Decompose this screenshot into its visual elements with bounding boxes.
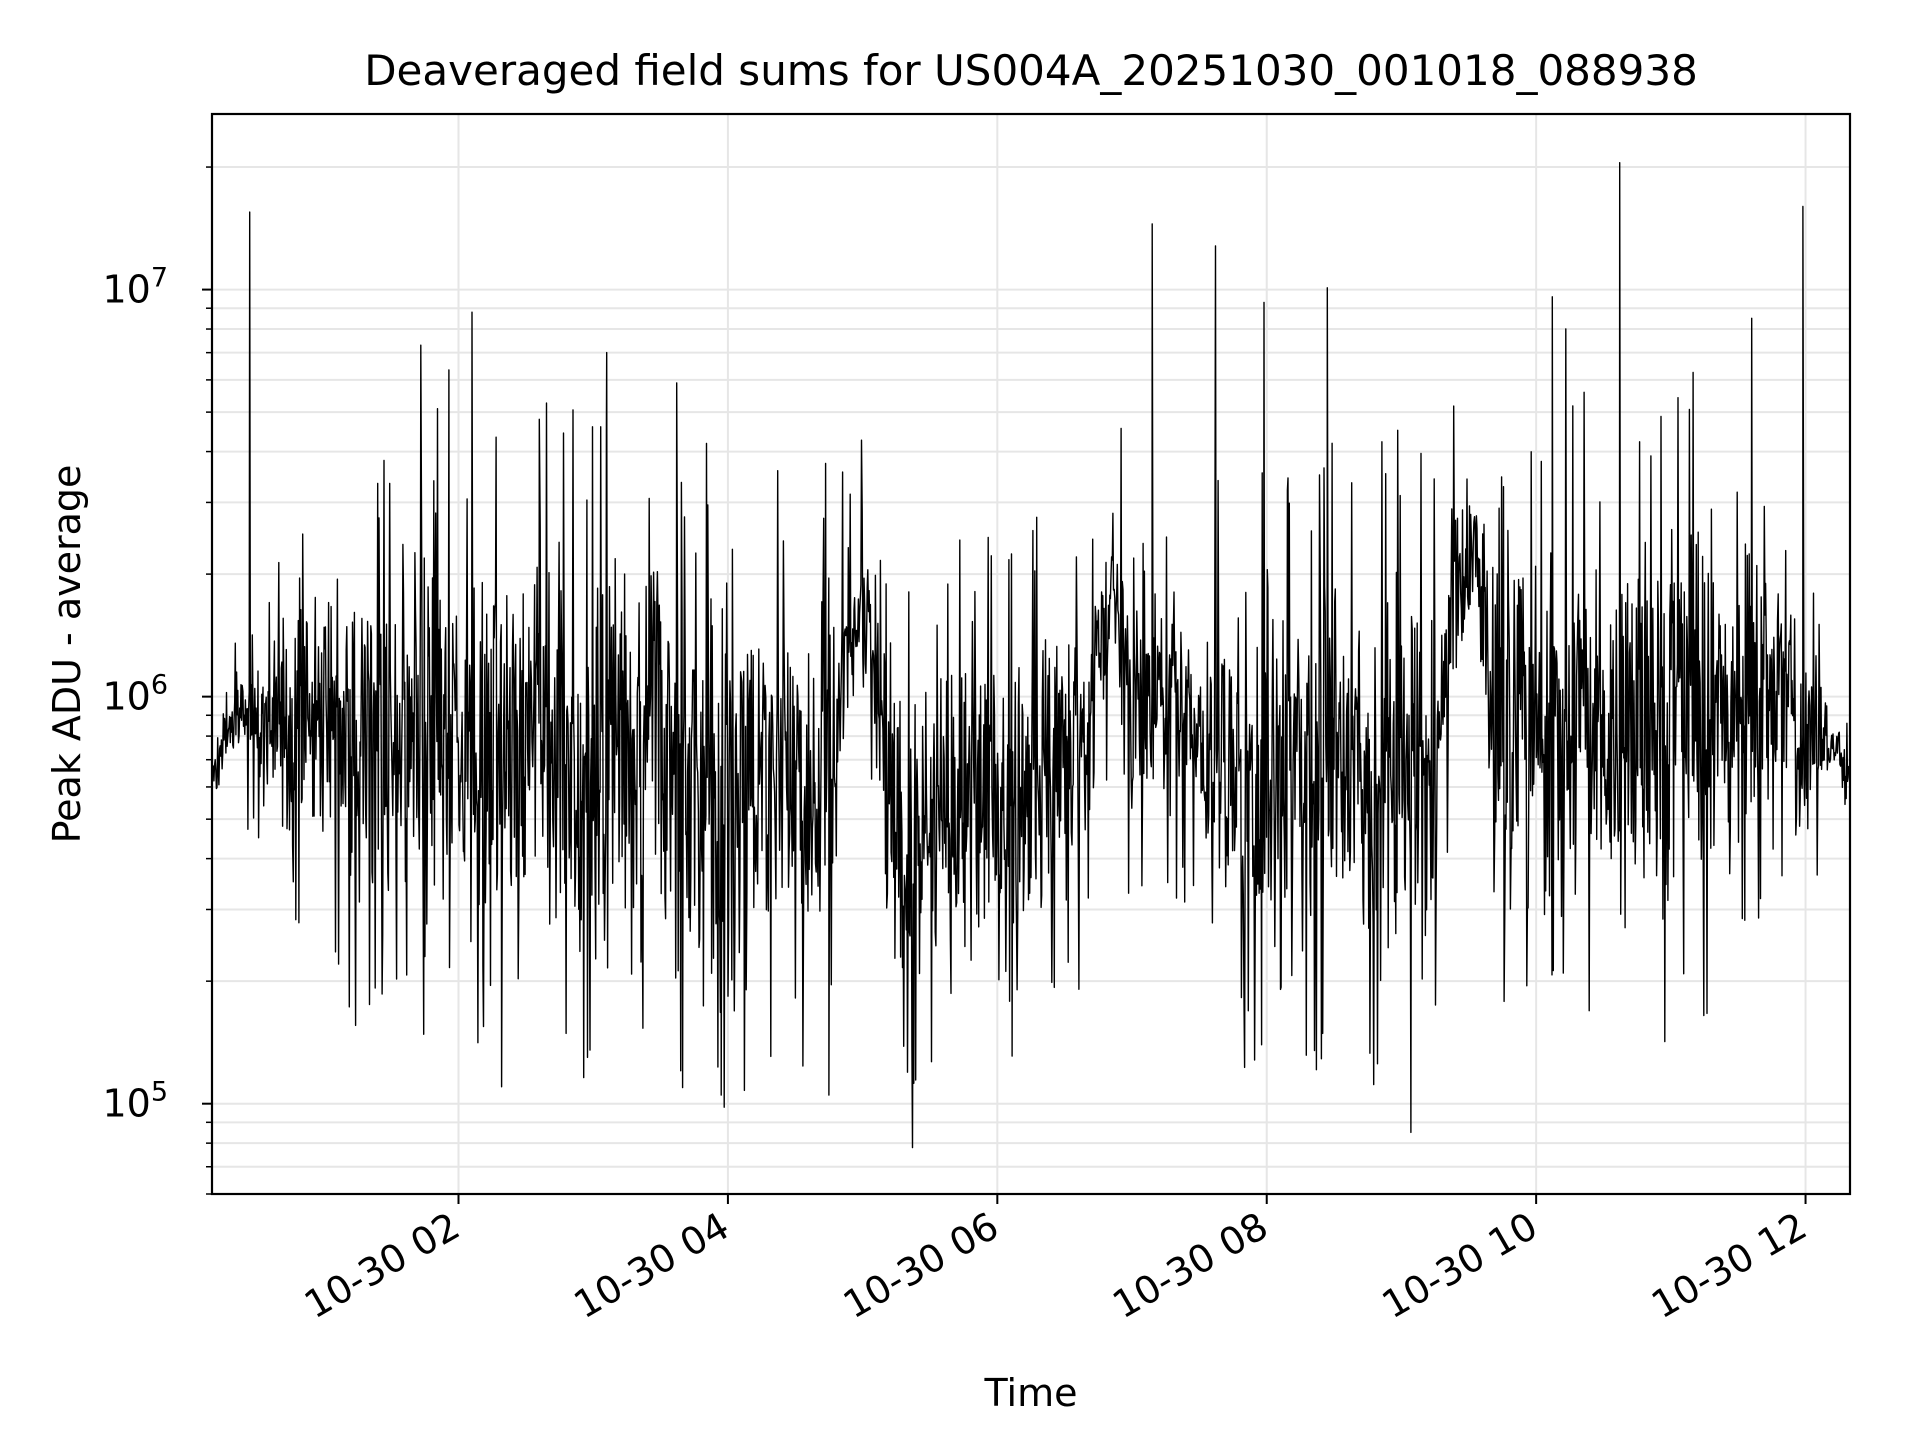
plot-frame	[210, 112, 1852, 1196]
x-axis-label: Time	[984, 1371, 1078, 1415]
data-series	[211, 162, 1851, 1149]
y-tick-label: 105	[102, 1077, 168, 1126]
series-line	[211, 162, 1851, 1149]
y-tick-label: 106	[102, 670, 168, 719]
chart-title: Deaveraged field sums for US004A_2025103…	[364, 46, 1698, 95]
y-tick-label: 107	[102, 263, 168, 312]
y-axis-label: Peak ADU - average	[45, 465, 89, 844]
